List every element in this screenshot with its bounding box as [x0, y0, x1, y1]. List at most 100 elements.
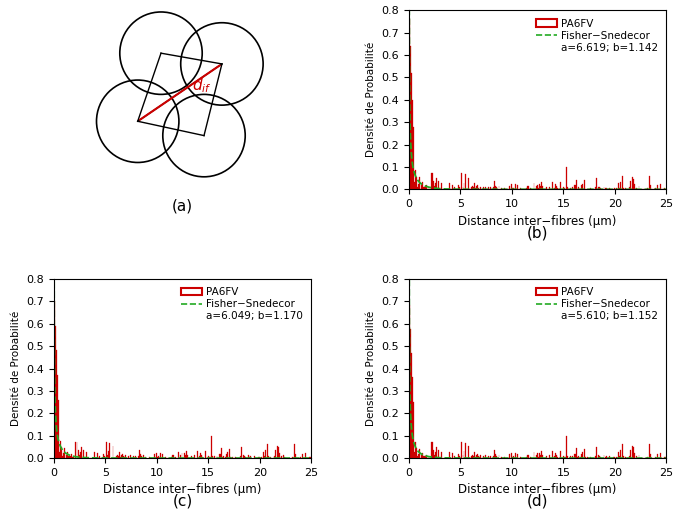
Bar	[279, 453, 280, 458]
Bar	[310, 457, 311, 458]
Bar	[413, 127, 414, 189]
Bar	[513, 188, 514, 189]
Bar	[108, 451, 110, 458]
Bar	[160, 453, 161, 458]
Bar	[94, 451, 95, 458]
Bar	[449, 183, 450, 189]
X-axis label: Distance inter−fibres (μm): Distance inter−fibres (μm)	[104, 484, 262, 496]
Bar	[477, 185, 478, 189]
Bar	[528, 186, 530, 189]
Bar	[411, 353, 412, 458]
Bar	[438, 450, 439, 458]
Bar	[571, 456, 573, 458]
Bar	[620, 182, 621, 189]
Bar	[462, 455, 464, 458]
Bar	[267, 444, 268, 458]
Bar	[571, 187, 573, 189]
Bar	[557, 457, 558, 458]
Bar	[240, 456, 241, 458]
Bar	[283, 455, 285, 458]
Bar	[258, 457, 260, 458]
Bar	[275, 450, 276, 458]
Bar	[433, 455, 435, 458]
Bar	[235, 457, 236, 458]
Bar	[431, 442, 433, 458]
Bar	[155, 453, 157, 458]
Bar	[538, 453, 540, 458]
Bar	[293, 444, 295, 458]
Bar	[458, 185, 460, 189]
Bar	[143, 455, 145, 458]
Bar	[241, 447, 242, 458]
Bar	[162, 454, 163, 458]
Bar	[619, 456, 620, 458]
Bar	[618, 452, 619, 458]
Bar	[425, 456, 427, 458]
Bar	[64, 447, 65, 458]
Bar	[650, 185, 651, 189]
Bar	[208, 456, 209, 458]
Bar	[512, 457, 513, 458]
Bar	[485, 186, 486, 189]
Bar	[200, 453, 201, 458]
Bar	[438, 181, 439, 189]
Bar	[515, 453, 516, 458]
Text: (b): (b)	[527, 225, 548, 240]
Bar	[244, 456, 245, 458]
Bar	[409, 19, 410, 189]
Legend: PA6FV, Fisher−Snedecor, a=6.619; b=1.142: PA6FV, Fisher−Snedecor, a=6.619; b=1.142	[533, 15, 661, 56]
Bar	[135, 456, 136, 458]
Bar	[618, 183, 619, 189]
Bar	[575, 448, 577, 458]
Bar	[73, 457, 75, 458]
Bar	[103, 454, 104, 458]
Bar	[452, 454, 453, 458]
Bar	[433, 186, 435, 189]
Bar	[128, 456, 129, 458]
Bar	[520, 457, 521, 458]
Bar	[118, 451, 120, 458]
Bar	[427, 188, 429, 189]
Bar	[61, 447, 62, 458]
Bar	[573, 454, 575, 458]
Bar	[470, 187, 472, 189]
Legend: PA6FV, Fisher−Snedecor, a=6.049; b=1.170: PA6FV, Fisher−Snedecor, a=6.049; b=1.170	[178, 284, 306, 325]
Bar	[540, 451, 542, 458]
Bar	[485, 455, 486, 458]
Bar	[470, 456, 472, 458]
Bar	[85, 451, 87, 458]
Bar	[540, 182, 542, 189]
Bar	[565, 457, 567, 458]
Bar	[59, 451, 60, 458]
Bar	[536, 454, 538, 458]
Bar	[178, 452, 180, 458]
Bar	[596, 447, 597, 458]
Bar	[417, 187, 418, 189]
Bar	[56, 350, 57, 458]
Bar	[409, 305, 410, 458]
Bar	[243, 456, 244, 458]
Bar	[184, 455, 186, 458]
Bar	[419, 177, 420, 189]
Bar	[488, 456, 489, 458]
Bar	[549, 187, 550, 189]
Bar	[639, 188, 641, 189]
Bar	[530, 188, 532, 189]
Bar	[138, 456, 139, 458]
Bar	[503, 457, 505, 458]
Bar	[410, 46, 411, 189]
Bar	[546, 187, 547, 189]
Bar	[145, 457, 147, 458]
Bar	[67, 452, 68, 458]
Bar	[209, 457, 210, 458]
Bar	[423, 187, 425, 189]
Bar	[536, 185, 538, 189]
Bar	[205, 451, 206, 458]
Bar	[99, 456, 100, 458]
Bar	[556, 186, 557, 189]
Bar	[600, 457, 602, 458]
Bar	[441, 183, 442, 189]
Bar	[503, 188, 505, 189]
Bar	[263, 452, 264, 458]
Bar	[458, 454, 460, 458]
